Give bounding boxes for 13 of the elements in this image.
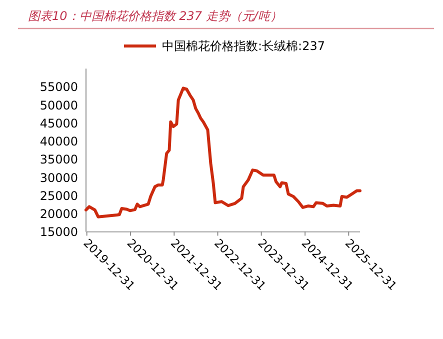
y-tick-label: 45000 — [40, 116, 78, 130]
y-tick-label: 55000 — [40, 80, 78, 94]
y-tick-label: 15000 — [40, 225, 78, 240]
y-tick-label: 50000 — [40, 98, 78, 112]
y-tick-label: 20000 — [40, 207, 78, 222]
y-tick-label: 40000 — [40, 134, 78, 149]
legend-label: 中国棉花价格指数:长绒棉:237 — [162, 39, 325, 53]
y-tick-label: 30000 — [40, 170, 78, 185]
y-tick-label: 35000 — [40, 152, 78, 167]
line-series — [84, 86, 362, 218]
legend: 中国棉花价格指数:长绒棉:237 — [124, 39, 325, 53]
chart-title: 图表10：中国棉花价格指数 237 走势（元/吨） — [28, 9, 282, 23]
y-tick-label: 25000 — [40, 188, 78, 203]
